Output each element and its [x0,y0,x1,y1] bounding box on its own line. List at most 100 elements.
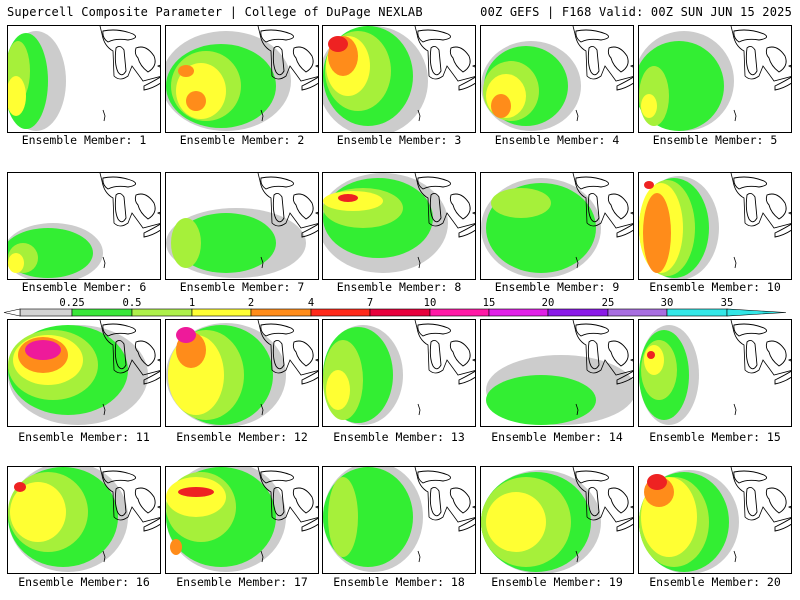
scp-contour-fill [178,487,214,497]
coastline [730,320,791,376]
coastline [99,320,160,376]
lake-outline [616,370,633,385]
lake-outline [765,340,787,367]
lake-outline [156,358,160,362]
lake-outline [449,340,471,367]
scp-field-map [481,26,633,131]
coastline [257,467,318,523]
scp-field-map [481,467,633,573]
coastline [572,467,633,523]
lake-outline [765,193,787,220]
lake-outline [607,487,629,514]
lake-outline [102,29,137,43]
color-scale-segment [19,308,73,317]
lake-outline [429,192,442,223]
lake-outline [787,64,791,68]
scp-contour-fill [647,351,655,359]
scp-contour-fill [178,65,194,77]
color-scale-segment [607,308,668,317]
lake-outline [102,323,137,337]
ensemble-map-panel [7,172,161,280]
ensemble-map-panel [638,172,792,280]
lake-outline [629,505,633,509]
lake-outline [733,29,768,43]
lake-outline [587,192,600,223]
river-line [417,550,421,563]
lake-outline [745,192,758,223]
scp-field-map [166,320,318,426]
river-line [733,550,737,563]
lake-outline [301,370,318,385]
ensemble-member-label: Ensemble Member: 6 [21,280,147,294]
color-scale-tick-label: 4 [307,297,315,309]
ensemble-member-label: Ensemble Member: 16 [18,575,150,589]
lake-outline [471,505,475,509]
lake-outline [471,358,475,362]
lake-outline [114,45,127,76]
lake-outline [471,64,475,68]
color-scale-arrow-right [726,308,787,317]
river-line [575,109,579,122]
coastline [414,173,475,229]
lake-outline [314,505,318,509]
scp-field-map [166,26,318,131]
lake-outline [417,470,452,484]
lake-outline [607,46,629,73]
lake-outline [774,517,791,532]
scp-field-map [639,467,791,573]
scp-contour-fill [486,375,596,425]
scp-contour-fill [186,91,206,111]
lake-outline [787,211,791,215]
ensemble-map-panel [322,319,476,427]
lake-outline [429,486,442,517]
ensemble-member-label: Ensemble Member: 17 [176,575,308,589]
color-scale-tick-label: 1 [188,297,196,309]
coastline [257,320,318,376]
color-scale-segment [488,308,549,317]
lake-outline [733,470,768,484]
coastline [572,26,633,82]
scp-field-map [323,467,475,572]
ensemble-map-panel [480,319,634,427]
scp-contour-fill [326,370,350,410]
river-line [733,403,737,416]
scp-contour-fill [644,345,664,375]
coastline [730,26,791,82]
lake-outline [156,505,160,509]
lake-outline [774,76,791,91]
lake-outline [143,517,160,532]
river-line [417,109,421,122]
map-title: Supercell Composite Parameter | College … [7,5,423,19]
color-scale-arrow-left [3,308,21,317]
river-line [102,256,106,269]
ensemble-map-panel [165,25,319,133]
lake-outline [292,46,314,73]
color-scale-segment [310,308,371,317]
coastline [99,467,160,523]
coastline [414,320,475,376]
scp-field-map [323,26,475,132]
lake-outline [458,223,475,238]
lake-outline [301,76,318,91]
color-scale-segment [369,308,431,317]
scp-field-map [8,173,160,279]
lake-outline [774,223,791,238]
scp-contour-fill [491,94,511,118]
river-line [260,256,264,269]
ensemble-member-label: Ensemble Member: 1 [21,133,147,147]
ensemble-member-label: Ensemble Member: 9 [494,280,620,294]
scp-contour-fill [176,327,196,343]
ensemble-map-panel [638,319,792,427]
color-scale-tick-label: 25 [601,297,615,309]
lake-outline [733,323,768,337]
river-line [733,256,737,269]
lake-outline [314,211,318,215]
lake-outline [417,323,452,337]
river-line [102,550,106,563]
lake-outline [449,193,471,220]
ensemble-member-label: Ensemble Member: 20 [649,575,781,589]
scp-contour-fill [8,76,26,116]
lake-outline [587,339,600,370]
scp-contour-fill [10,482,66,542]
river-line [575,256,579,269]
